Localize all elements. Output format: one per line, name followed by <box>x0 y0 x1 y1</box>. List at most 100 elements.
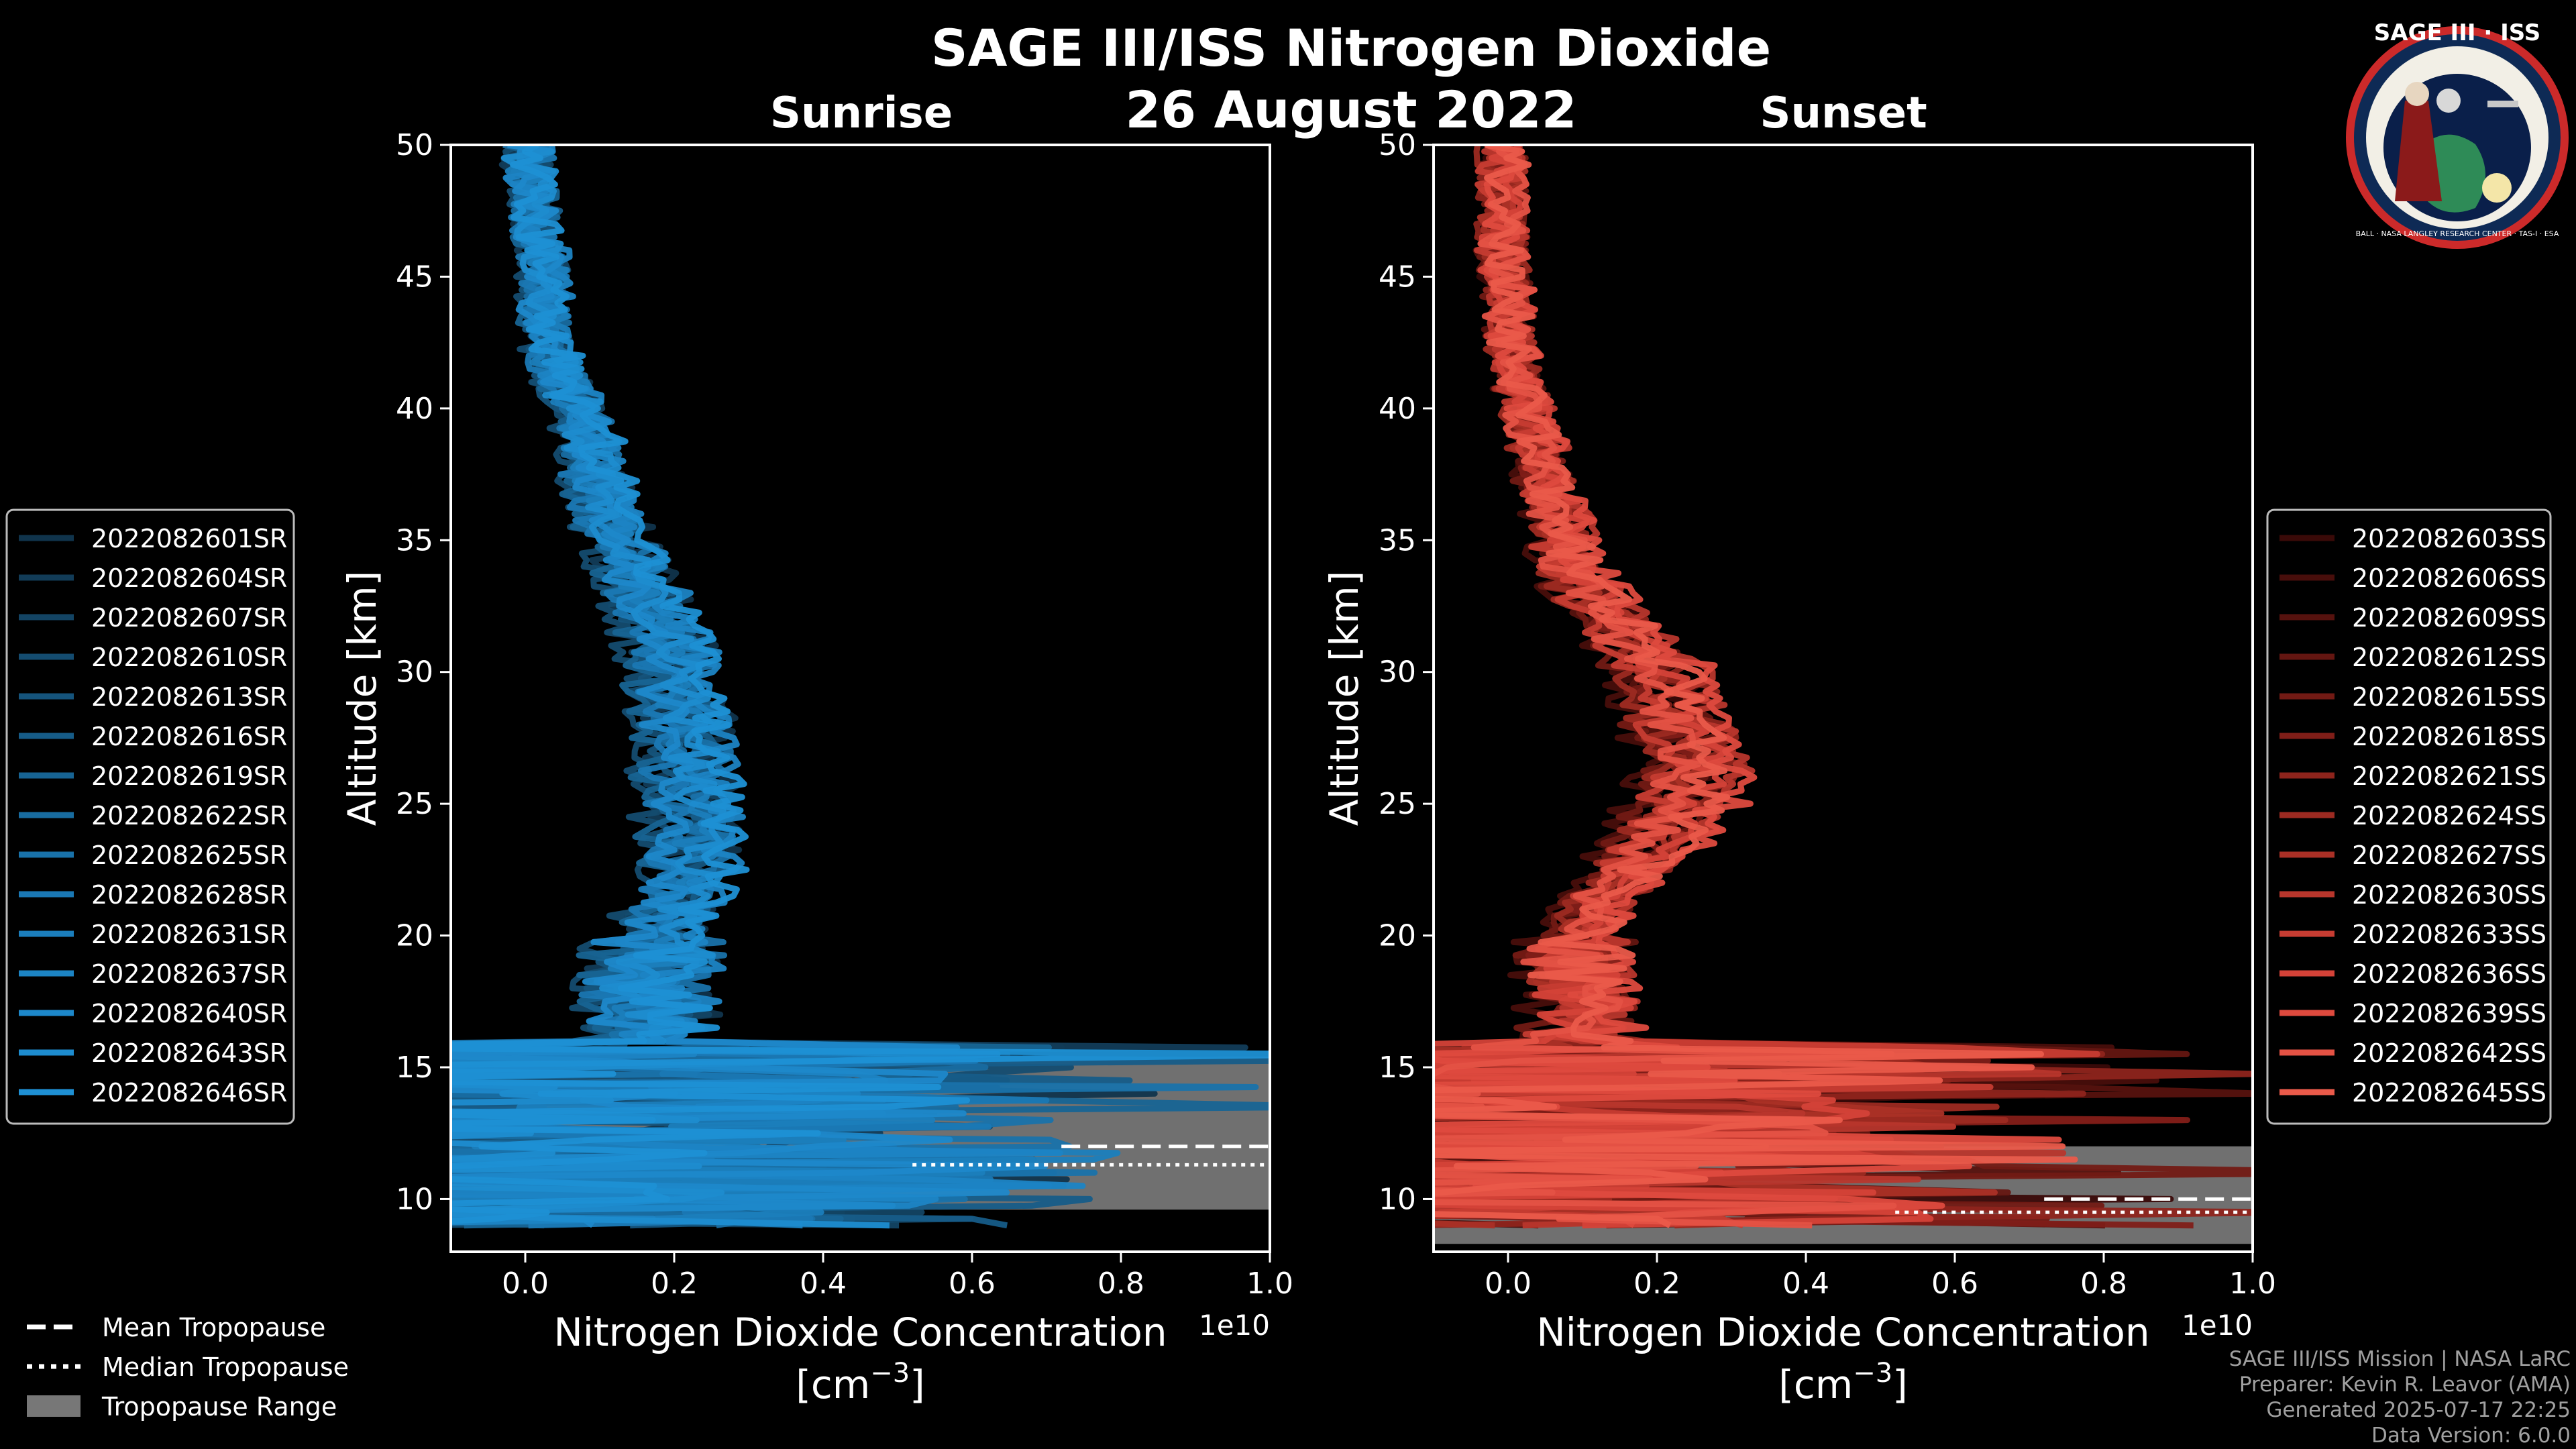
footer-credits: SAGE III/ISS Mission | NASA LaRC Prepare… <box>2229 1347 2571 1448</box>
legend-label: 2022082627SS <box>2352 841 2546 870</box>
y-tick-label: 35 <box>396 523 433 557</box>
x-tick-label: 0.0 <box>1485 1267 1532 1301</box>
profile-line-2022082646SR <box>451 145 1270 1224</box>
profile-line-2022082642SS <box>1434 145 1897 1229</box>
legend-label: 2022082637SR <box>91 959 287 989</box>
x-tick-label: 0.2 <box>1633 1267 1680 1301</box>
y-tick-label: 35 <box>1379 523 1416 557</box>
y-axis-label: Altitude [km] <box>339 571 385 826</box>
legend-label: 2022082624SS <box>2352 801 2546 830</box>
figure-title: SAGE III/ISS Nitrogen Dioxide <box>931 18 1771 78</box>
series-legend: 2022082601SR 2022082604SR 2022082607SR 2022… <box>5 508 295 1125</box>
legend-label: 2022082618SS <box>2352 722 2546 751</box>
legend-label: 2022082631SR <box>91 920 287 949</box>
legend-label: 2022082621SS <box>2352 761 2546 791</box>
footer-mission: SAGE III/ISS Mission | NASA LaRC <box>2229 1347 2571 1371</box>
x-scale-label: 1e10 <box>1199 1309 1270 1342</box>
profile-line-2022082645SS <box>1434 145 2078 1228</box>
tropopause-legend: Mean Tropopause Median Tropopause Tropop… <box>27 1313 349 1421</box>
logo-ring-text: BALL · NASA LANGLEY RESEARCH CENTER · TA… <box>2356 229 2559 238</box>
plot-frame <box>1432 144 2254 1253</box>
x-axis-unit-base: [cm <box>1778 1362 1853 1407</box>
y-tick-label: 15 <box>1379 1051 1416 1085</box>
x-tick-label: 0.4 <box>800 1267 847 1301</box>
x-axis-label: Nitrogen Dioxide Concentration <box>553 1309 1167 1355</box>
legend-label: 2022082606SS <box>2352 564 2546 593</box>
x-axis-unit-close: ] <box>910 1362 925 1407</box>
legend-label: 2022082625SR <box>91 841 287 870</box>
legend-label: 2022082633SS <box>2352 920 2546 949</box>
legend-label: 2022082642SS <box>2352 1038 2546 1068</box>
legend-label: 2022082613SR <box>91 682 287 712</box>
y-tick-label: 15 <box>396 1051 433 1085</box>
legend-label: 2022082609SS <box>2352 603 2546 633</box>
y-tick-label: 50 <box>396 128 433 162</box>
median-tropopause-label: Median Tropopause <box>102 1352 349 1382</box>
series-legend-box <box>2266 508 2552 1125</box>
y-tick-label: 30 <box>1379 655 1416 690</box>
x-tick-label: 0.0 <box>502 1267 549 1301</box>
panel-title: Sunrise <box>770 89 953 138</box>
logo-title: SAGE III · ISS <box>2374 19 2540 46</box>
legend-label: 2022082630SS <box>2352 880 2546 910</box>
legend-label: 2022082607SR <box>91 603 287 633</box>
footer-preparer: Preparer: Kevin R. Leavor (AMA) <box>2239 1373 2571 1397</box>
y-tick-label: 45 <box>1379 260 1416 294</box>
x-tick-label: 0.8 <box>1097 1267 1144 1301</box>
footer-data-version: Data Version: 6.0.0 <box>2371 1424 2571 1448</box>
sage-iii-iss-logo: SAGE III · ISS BALL · NASA LANGLEY RESEA… <box>2346 19 2569 249</box>
profile-line-2022082631SR <box>451 145 1121 1229</box>
legend-label: 2022082645SS <box>2352 1078 2546 1108</box>
x-axis-unit: [cm−3] <box>1778 1358 1908 1407</box>
mean-tropopause-label: Mean Tropopause <box>102 1313 325 1342</box>
legend-label: 2022082643SR <box>91 1038 287 1068</box>
sunrise-panel: 0.0 0.2 0.4 0.6 0.8 1.0 10 15 20 25 30 35 40 45 50 1e10… <box>5 89 1293 1407</box>
legend-label: 2022082603SS <box>2352 524 2546 553</box>
legend-label: 2022082616SR <box>91 722 287 751</box>
tropopause-range-label: Tropopause Range <box>101 1392 337 1421</box>
legend-label: 2022082628SR <box>91 880 287 910</box>
y-tick-label: 20 <box>1379 919 1416 953</box>
footer-generated: Generated 2025-07-17 22:25 <box>2266 1398 2571 1422</box>
x-tick-label: 0.4 <box>1782 1267 1829 1301</box>
legend-label: 2022082640SR <box>91 999 287 1028</box>
y-tick-label: 10 <box>1379 1182 1416 1216</box>
x-tick-label: 0.8 <box>2080 1267 2127 1301</box>
y-axis-label: Altitude [km] <box>1322 571 1367 826</box>
sunset-panel: 0.0 0.2 0.4 0.6 0.8 1.0 10 15 20 25 30 35 40 45 50 1e10… <box>1322 89 2552 1407</box>
x-tick-label: 0.2 <box>651 1267 698 1301</box>
plot-frame <box>449 144 1271 1253</box>
y-tick-label: 20 <box>396 919 433 953</box>
legend-label: 2022082604SR <box>91 564 287 593</box>
tropopause-range-swatch <box>27 1395 80 1417</box>
legend-label: 2022082610SR <box>91 643 287 672</box>
y-tick-label: 25 <box>1379 787 1416 821</box>
profiles-group <box>451 145 1270 1229</box>
x-axis-unit-exponent: −3 <box>1853 1358 1892 1389</box>
x-tick-label: 0.6 <box>1931 1267 1978 1301</box>
legend-label: 2022082646SR <box>91 1078 287 1108</box>
legend-label: 2022082622SR <box>91 801 287 830</box>
legend-label: 2022082601SR <box>91 524 287 553</box>
profiles-group <box>1434 145 2253 1229</box>
x-axis-unit: [cm−3] <box>796 1358 925 1407</box>
y-tick-label: 10 <box>396 1182 433 1216</box>
y-tick-label: 45 <box>396 260 433 294</box>
y-tick-label: 50 <box>1379 128 1416 162</box>
x-tick-label: 1.0 <box>1246 1267 1293 1301</box>
y-tick-label: 40 <box>1379 392 1416 426</box>
legend-label: 2022082619SR <box>91 761 287 791</box>
x-axis-unit-base: [cm <box>796 1362 870 1407</box>
series-legend-box <box>5 508 295 1125</box>
x-axis-unit-close: ] <box>1892 1362 1908 1407</box>
legend-label: 2022082612SS <box>2352 643 2546 672</box>
x-axis-label: Nitrogen Dioxide Concentration <box>1536 1309 2149 1355</box>
legend-label: 2022082636SS <box>2352 959 2546 989</box>
legend-label: 2022082639SS <box>2352 999 2546 1028</box>
x-tick-label: 1.0 <box>2229 1267 2276 1301</box>
figure-date: 26 August 2022 <box>1125 80 1576 140</box>
x-axis-unit-exponent: −3 <box>870 1358 910 1389</box>
x-tick-label: 0.6 <box>949 1267 996 1301</box>
x-scale-label: 1e10 <box>2182 1309 2253 1342</box>
